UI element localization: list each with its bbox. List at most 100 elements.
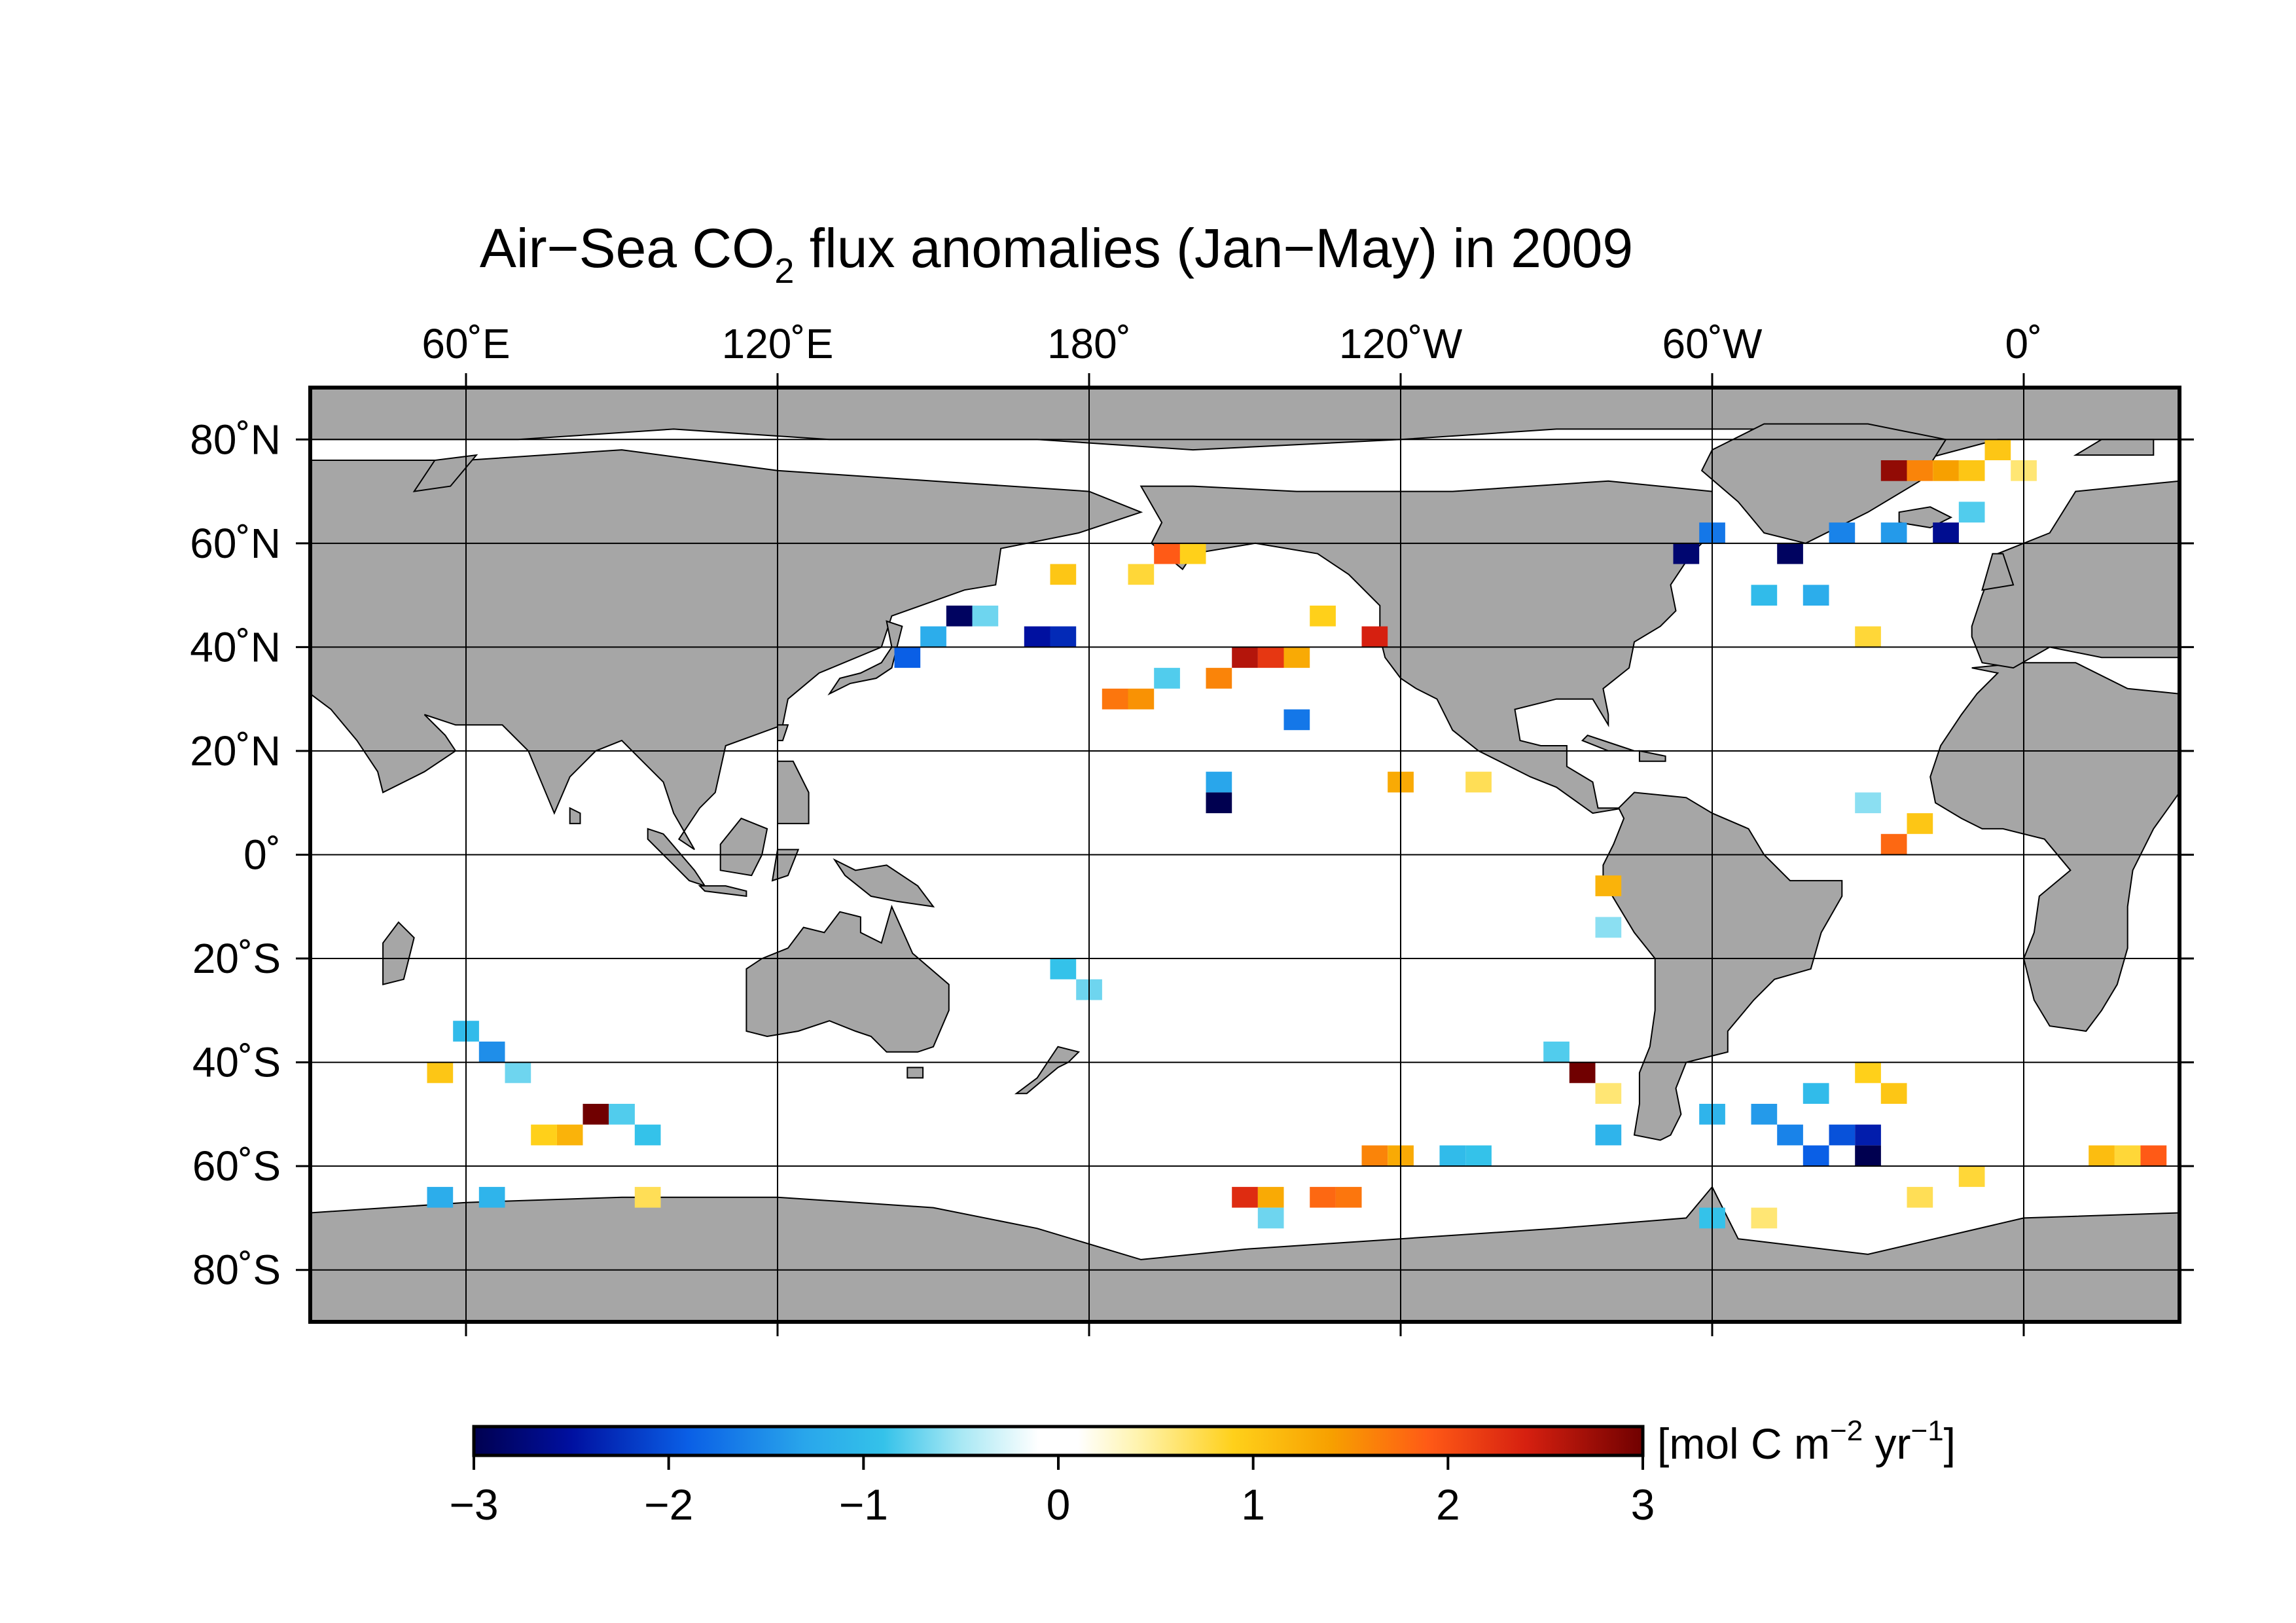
colorbar-tick-label: −3 [449,1480,498,1529]
flux-cell [1855,1145,1881,1167]
flux-cell [1206,668,1232,689]
flux-cell [1855,1062,1881,1084]
lat-label: 80˚S [192,1247,281,1294]
map-axes: 60˚E 120˚E 180˚ 120˚W 60˚W 0˚ 80˚N 60˚N 40˚N 20˚N… [190,320,2194,1336]
map-panel: 60˚E 120˚E 180˚ 120˚W 60˚W 0˚ 80˚N 60˚N 40˚N 20˚N… [190,320,2194,1336]
flux-cell [1465,1145,1492,1167]
lon-label: 0˚ [2005,320,2043,367]
flux-cell [1933,522,1959,543]
lat-label: 40˚N [190,623,281,670]
flux-cell [1777,543,1803,564]
land-sri-lanka [569,807,581,824]
flux-cell [972,606,999,627]
unit-prefix: [mol C m [1657,1419,1830,1468]
flux-cell [1179,543,1206,564]
flux-cell [1777,1124,1803,1146]
colorbar-tick-label: −2 [644,1480,693,1529]
flux-cell [634,1124,661,1146]
chart-title: Air−Sea CO2 flux anomalies (Jan−May) in … [480,217,1633,291]
flux-cell [1673,543,1700,564]
lat-label: 80˚N [190,416,281,463]
land-eurasia [310,449,1143,850]
flux-cell [1257,647,1284,668]
flux-cell [1880,522,1907,543]
lon-label: 180˚ [1047,320,1131,367]
flux-cell [1958,460,1985,481]
flux-cell [1335,1186,1362,1208]
flux-cell [556,1124,583,1146]
flux-cell [1880,833,1907,855]
flux-cell [1050,564,1077,585]
flux-cell [1855,626,1881,647]
flux-cell [1803,1145,1829,1167]
flux-cell [2089,1145,2115,1167]
flux-cell [1257,1207,1284,1229]
land-hispaniola [1638,750,1666,762]
flux-cell [1361,1145,1388,1167]
flux-cell [1361,626,1388,647]
lat-label: 0˚ [243,831,281,879]
title-prefix: Air−Sea CO [480,217,775,279]
flux-cell [1595,1083,1622,1104]
colorbar-tick-label: −1 [839,1480,888,1529]
land-java [698,885,747,898]
colorbar-gradient [472,1425,1645,1457]
land-south-america [1602,792,1843,1141]
title-subscript: 2 [774,251,794,291]
land-africa [1929,662,2179,1032]
land-australia [745,904,950,1053]
flux-cell [920,626,946,647]
flux-cell [634,1186,661,1208]
flux-cell [1958,501,1985,523]
flux-cell [1933,460,1959,481]
flux-cell [1024,626,1050,647]
flux-cell [1907,460,1933,481]
lat-label: 60˚S [192,1142,281,1190]
flux-cell [1232,647,1258,668]
land-japan [827,620,903,696]
land-cuba [1581,735,1635,752]
flux-cell [1595,917,1622,938]
flux-cell [1907,813,1933,834]
colorbar-tick-label: 1 [1241,1480,1265,1529]
flux-cell [1283,709,1310,731]
lon-label: 120˚W [1339,320,1463,367]
flux-cell [1880,1083,1907,1104]
flux-cell [1803,1083,1829,1104]
lat-label: 20˚N [190,727,281,775]
flux-cell [531,1124,557,1146]
unit-mid: yr [1863,1419,1910,1468]
flux-cell [1206,771,1232,793]
lat-label: 40˚S [192,1039,281,1086]
flux-cell [1439,1145,1466,1167]
flux-cell [1206,792,1232,814]
flux-cell [1751,1104,1778,1125]
land-new-zealand [1014,1046,1081,1095]
lon-label: 60˚W [1662,320,1763,367]
land-iceland [1898,506,1953,529]
flux-cell [1569,1062,1596,1084]
lon-label: 120˚E [722,320,834,367]
lat-label: 60˚N [190,520,281,567]
flux-cell [1128,564,1155,585]
land-madagascar [382,921,415,985]
flux-cell [1855,1124,1881,1146]
land-greenland [1700,423,1947,544]
colorbar-tick-label: 2 [1436,1480,1460,1529]
flux-cell [1880,460,1907,481]
flux-cell [1050,626,1077,647]
flux-cell [1751,1207,1778,1229]
flux-cell [1595,875,1622,896]
unit-sup1: −2 [1830,1415,1863,1447]
land-borneo [719,817,768,877]
land-novaya-zemlya [412,454,478,492]
flux-cell [1751,585,1778,606]
land-sulawesi [771,848,800,882]
flux-cells [427,439,2167,1229]
flux-cell [1154,543,1180,564]
colorbar-tick-label: 3 [1631,1480,1655,1529]
flux-cell [478,1186,505,1208]
flux-cell [1984,439,2011,460]
flux-cell [1803,585,1829,606]
flux-cell [427,1062,454,1084]
